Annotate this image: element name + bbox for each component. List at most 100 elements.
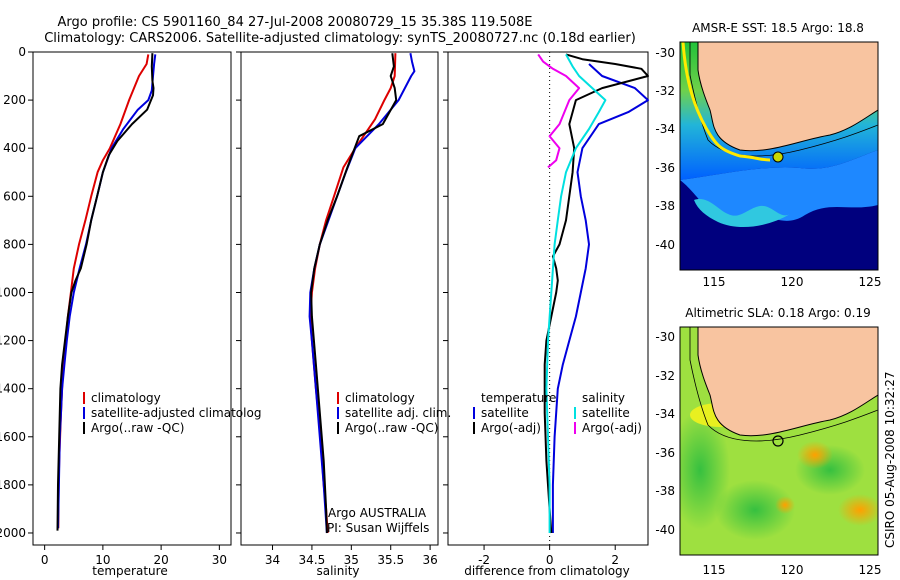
x-tick-label: 0	[546, 553, 554, 567]
legend-salinity-heading: salinity	[582, 391, 625, 405]
lat-tick-label: -32	[655, 84, 675, 98]
legend-climatology-label: climatology	[91, 391, 161, 405]
y-tick-label: 2000	[0, 526, 26, 540]
x-tick-label: 30	[212, 553, 227, 567]
sst-eddy-feature	[694, 198, 790, 228]
temp-series-line-2	[56, 53, 155, 531]
lon-tick-label: 125	[859, 563, 882, 577]
lat-tick-label: -40	[655, 238, 675, 252]
temperature-x-label: temperature	[92, 564, 167, 578]
y-tick-label: 400	[3, 141, 26, 155]
salinity-axis-ticks: 34 34.5 35 35.5 36	[236, 51, 438, 567]
temperature-plot-frame	[32, 51, 232, 546]
sla-low-region	[715, 480, 795, 540]
lat-tick-label: -38	[655, 199, 675, 213]
argo-float-marker	[772, 435, 784, 447]
temperature-profile-lines	[56, 53, 157, 531]
shelf-isobath	[689, 327, 878, 442]
y-tick-label: 1600	[0, 430, 26, 444]
y-tick-label: 600	[3, 189, 26, 203]
sla-high-region	[797, 441, 833, 469]
sst-map-title: AMSR-E SST: 18.5 Argo: 18.8	[692, 21, 864, 35]
temperature-profile-panel: 0 10 20 30 0 200 400 600 800 1000 1200 1400 1600 1800…	[0, 45, 261, 578]
lat-tick-label: -40	[655, 523, 675, 537]
sst-map-panel: AMSR-E SST: 18.5 Argo: 18.8 -30 -32 -34 …	[655, 21, 881, 289]
salinity-plot-frame	[240, 51, 439, 546]
difference-profile-lines	[537, 53, 649, 534]
x-tick-label: 34	[265, 553, 280, 567]
sst-map-frame	[679, 41, 879, 271]
diff-series-line-3	[537, 53, 581, 169]
timestamp-side-label: CSIRO 05-Aug-2008 10:32:27	[883, 372, 897, 548]
sla-map-title: Altimetric SLA: 0.18 Argo: 0.19	[685, 306, 870, 320]
pi-annotation: PI: Susan Wijffels	[327, 521, 429, 535]
sst-frontal-zone	[680, 150, 878, 221]
difference-profile-panel: -2 0 2 difference from climatology tempera…	[443, 51, 649, 578]
legend-satellite-label: satellite adj. clim.	[345, 406, 451, 420]
y-tick-label: 1800	[0, 478, 26, 492]
lon-tick-label: 120	[781, 275, 804, 289]
difference-axis-ticks: -2 0 2	[443, 51, 619, 567]
land-mass-australia	[698, 327, 878, 436]
y-tick-label: 1400	[0, 382, 26, 396]
coastline	[697, 327, 878, 437]
sst-map-ticks: -30 -32 -34 -36 -38 -40 115 120 125	[655, 46, 881, 289]
difference-plot-frame	[447, 51, 649, 546]
x-tick-label: 36	[422, 553, 437, 567]
lat-tick-label: -38	[655, 484, 675, 498]
sla-map-frame	[679, 326, 879, 556]
sal-series-line-2	[310, 53, 398, 534]
coastline	[697, 42, 878, 152]
x-tick-label: 34.5	[299, 553, 326, 567]
x-tick-label: 35	[344, 553, 359, 567]
x-tick-label: -2	[478, 553, 490, 567]
temperature-axis-ticks: 0 10 20 30 0 200 400 600 800 1000 1200 1400 1600 1800…	[0, 45, 227, 567]
salinity-profile-lines	[308, 53, 416, 534]
difference-legend: temperature satellite Argo(-adj) salinit…	[473, 391, 642, 435]
legend-temp-satellite-label: satellite	[481, 406, 529, 420]
legend-sal-argo-label: Argo(-adj)	[582, 421, 642, 435]
sla-map-image	[680, 327, 878, 555]
lat-tick-label: -30	[655, 330, 675, 344]
lat-tick-label: -34	[655, 407, 675, 421]
legend-temperature-heading: temperature	[481, 391, 556, 405]
salinity-profile-panel: 34 34.5 35 35.5 36 salinity climatology sate…	[236, 51, 451, 578]
temperature-legend: climatology satellite-adjusted climatolo…	[83, 391, 261, 435]
x-tick-label: 20	[153, 553, 168, 567]
lon-tick-label: 115	[703, 563, 726, 577]
sla-map-panel: Altimetric SLA: 0.18 Argo: 0.19 -30 -32 …	[655, 306, 882, 577]
float-owner-annotation: Argo AUSTRALIA	[328, 506, 427, 520]
header-line-2: Climatology: CARS2006. Satellite-adjuste…	[44, 31, 636, 46]
diff-series-line-1	[543, 53, 649, 534]
legend-climatology-label: climatology	[345, 391, 415, 405]
x-tick-label: 0	[41, 553, 49, 567]
salinity-legend: climatology satellite adj. clim. Argo(..…	[337, 391, 451, 435]
sla-high-region	[775, 496, 795, 514]
header-line-1: Argo profile: CS 5901160_84 27-Jul-2008 …	[58, 15, 533, 30]
legend-temp-argo-label: Argo(-adj)	[481, 421, 541, 435]
x-tick-label: 10	[95, 553, 110, 567]
y-tick-label: 1200	[0, 334, 26, 348]
legend-sal-satellite-label: satellite	[582, 406, 630, 420]
lat-tick-label: -30	[655, 46, 675, 60]
salinity-x-label: salinity	[316, 564, 359, 578]
x-tick-label: 2	[611, 553, 619, 567]
y-tick-label: 200	[3, 93, 26, 107]
legend-satellite-label: satellite-adjusted climatolog	[91, 406, 261, 420]
lon-tick-label: 125	[859, 275, 882, 289]
lat-tick-label: -36	[655, 446, 675, 460]
sla-high-region	[838, 494, 878, 526]
sal-series-line-1	[308, 53, 416, 534]
y-tick-label: 800	[3, 237, 26, 251]
y-tick-label: 1000	[0, 285, 26, 299]
legend-argo-label: Argo(..raw -QC)	[91, 421, 184, 435]
diff-series-line-2	[545, 53, 607, 533]
leeuwin-current-band	[681, 42, 771, 162]
y-tick-label: 0	[18, 45, 26, 59]
lon-tick-label: 115	[703, 275, 726, 289]
diff-series-line-0	[551, 63, 649, 533]
difference-x-label: difference from climatology	[464, 564, 630, 578]
legend-argo-label: Argo(..raw -QC)	[345, 421, 438, 435]
lat-tick-label: -34	[655, 122, 675, 136]
